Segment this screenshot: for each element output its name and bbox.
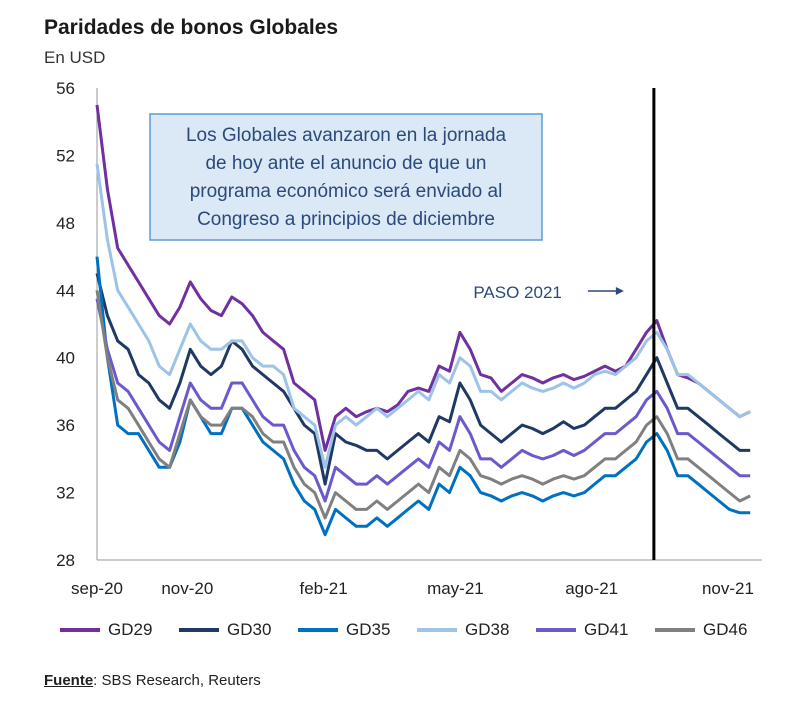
legend-label: GD35	[346, 620, 391, 639]
line-chart: 28 32 36 40 44 48 52 56 sep-20 nov-20 feb-21 may-21…	[56, 79, 762, 598]
legend-item-gd41: GD41	[536, 620, 655, 640]
y-tick-label: 52	[56, 146, 75, 165]
legend: GD29 GD30 GD35 GD38 GD41 GD46	[60, 620, 774, 640]
plot-area: 28 32 36 40 44 48 52 56 sep-20 nov-20 feb-21 may-21…	[56, 79, 762, 598]
annotation-text-line: de hoy ante el anuncio de que un	[205, 153, 486, 174]
series-line-gd29	[95, 104, 751, 452]
paso-label: PASO 2021	[473, 283, 562, 302]
legend-swatch	[536, 628, 576, 632]
series-line-gd41	[95, 298, 751, 503]
chart-subtitle: En USD	[44, 48, 106, 67]
legend-item-gd46: GD46	[655, 620, 774, 640]
x-tick-label: may-21	[427, 579, 484, 598]
y-tick-label: 48	[56, 214, 75, 233]
source-label: Fuente	[44, 672, 94, 689]
series-line-gd46	[95, 290, 751, 520]
series-line-gd38	[95, 163, 751, 469]
legend-label: GD29	[108, 620, 153, 639]
legend-swatch	[417, 628, 457, 632]
x-tick-label: nov-21	[702, 579, 754, 598]
x-tick-label: ago-21	[565, 579, 618, 598]
y-tick-label: 44	[56, 281, 75, 300]
page-title: Paridades de bonos Globales	[44, 16, 339, 39]
legend-swatch	[655, 628, 695, 632]
x-tick-label: sep-20	[71, 579, 123, 598]
legend-label: GD46	[703, 620, 748, 639]
x-tick-label: nov-20	[161, 579, 213, 598]
y-tick-label: 40	[56, 349, 75, 368]
source-note: Fuente: SBS Research, Reuters	[44, 672, 261, 689]
series-line-gd35	[95, 256, 751, 537]
legend-item-gd29: GD29	[60, 620, 179, 640]
annotation-text-line: programa económico será enviado al	[190, 181, 503, 202]
y-tick-label: 36	[56, 416, 75, 435]
x-tick-label: feb-21	[300, 579, 348, 598]
legend-label: GD41	[584, 620, 629, 639]
annotation-text-line: Los Globales avanzaron en la jornada	[186, 125, 506, 146]
annotation-text-line: Congreso a principios de diciembre	[197, 209, 495, 230]
annotation-box	[149, 113, 543, 241]
y-tick-label: 32	[56, 484, 75, 503]
legend-item-gd35: GD35	[298, 620, 417, 640]
y-tick-label: 56	[56, 79, 75, 98]
legend-item-gd38: GD38	[417, 620, 536, 640]
legend-swatch	[298, 628, 338, 632]
paso-arrow-head	[615, 287, 624, 295]
legend-label: GD38	[465, 620, 510, 639]
legend-item-gd30: GD30	[179, 620, 298, 640]
source-text: : SBS Research, Reuters	[93, 672, 261, 689]
legend-swatch	[179, 628, 219, 632]
legend-label: GD30	[227, 620, 272, 639]
series-line-gd30	[95, 273, 751, 486]
y-tick-label: 28	[56, 551, 75, 570]
legend-swatch	[60, 628, 100, 632]
